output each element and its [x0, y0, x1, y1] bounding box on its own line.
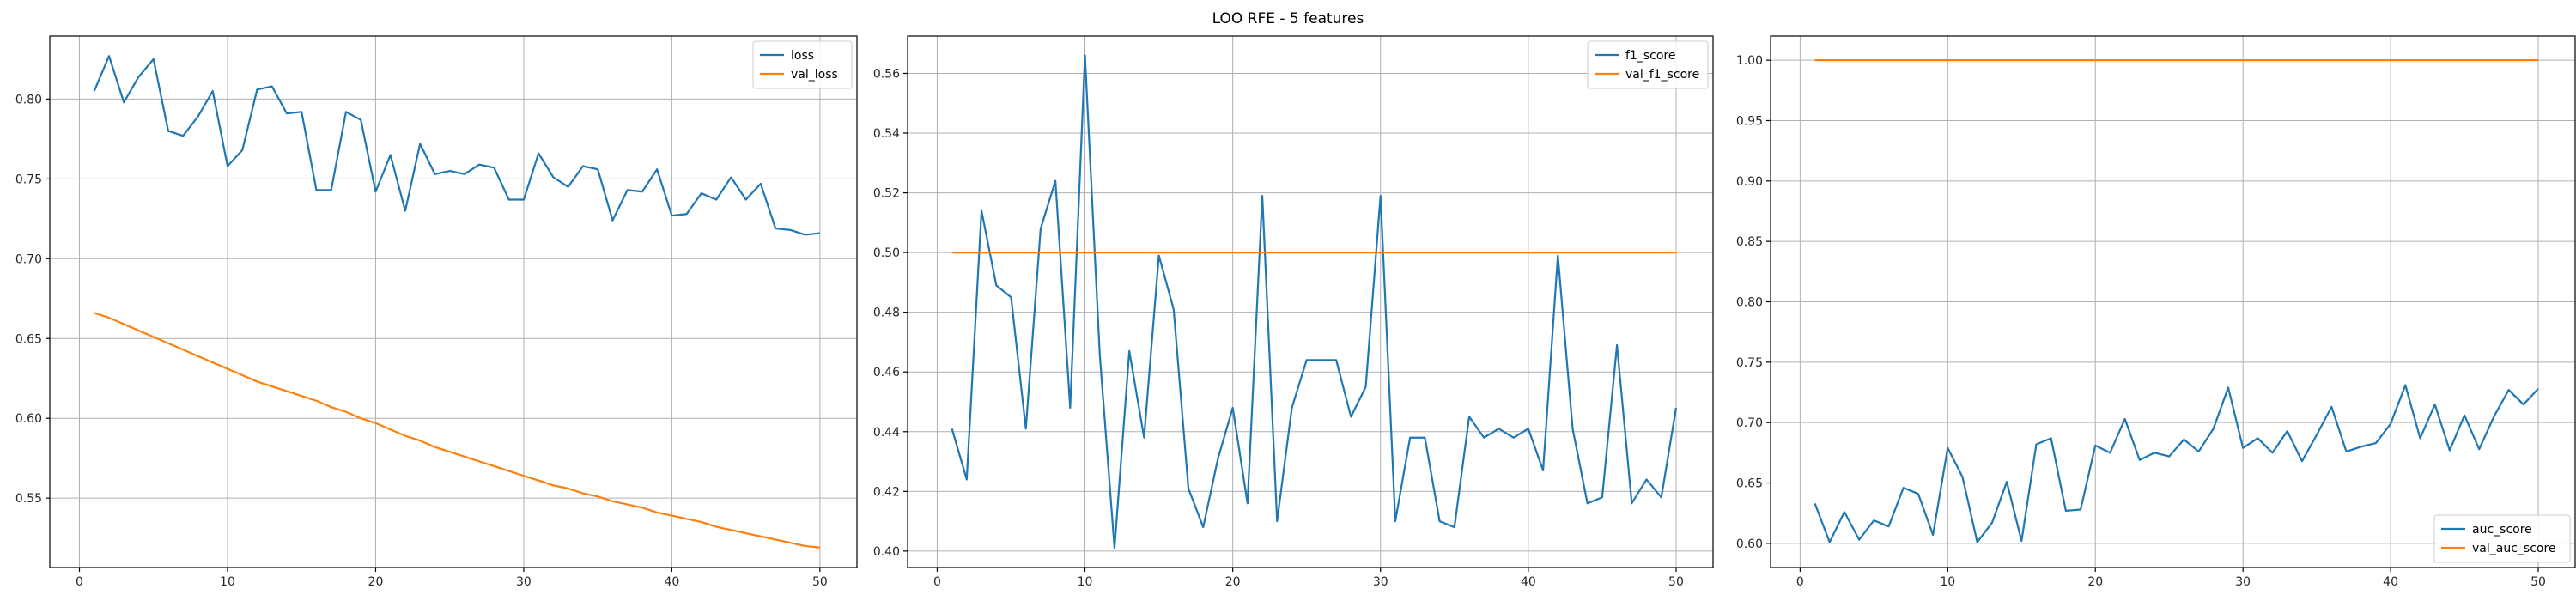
- loss-y-tick-label: 0.65: [15, 332, 42, 346]
- loss-legend-label: loss: [791, 49, 814, 63]
- auc-score-x-tick-label: 30: [2235, 575, 2251, 589]
- loss-y-tick-label: 0.60: [15, 412, 42, 426]
- loss-axes-frame: [49, 35, 858, 568]
- loss-chart: 0 10 20 30 40 50 0.55 0.60 0.65 0.70 0.75 0.80 loss v…: [15, 35, 858, 589]
- f1-score-y-tick-label: 0.54: [873, 127, 900, 141]
- auc-score-chart: 0 10 20 30 40 50 0.60 0.65 0.70 0.75 0.80 0.85 0.90 0…: [1736, 35, 2576, 589]
- loss-x-tick-label: 20: [368, 575, 384, 589]
- f1-score-y-tick-label: 0.40: [873, 545, 900, 559]
- f1-score-y-tick-label: 0.52: [873, 187, 900, 201]
- f1-score-legend-label: val_f1_score: [1625, 68, 1699, 82]
- f1-score-axes-frame: [907, 35, 1714, 568]
- loss-x-tick-label: 50: [812, 575, 828, 589]
- f1-score-y-tick-label: 0.48: [873, 307, 900, 320]
- f1-score-y-tick-label: 0.56: [873, 67, 900, 81]
- loss-y-tick-label: 0.70: [15, 252, 42, 266]
- loss-x-tick-label: 40: [664, 575, 679, 589]
- loss-legend-box: [752, 40, 853, 89]
- auc-score-legend-label: auc_score: [2472, 523, 2532, 537]
- f1-score-legend-label: f1_score: [1625, 49, 1675, 63]
- f1-score-x-tick-label: 10: [1078, 575, 1093, 589]
- loss-series-val-loss: [94, 312, 820, 549]
- auc-score-y-tick-label: 0.80: [1736, 296, 1763, 310]
- loss-x-tick-label: 0: [76, 575, 83, 589]
- loss-x-tick-label: 30: [516, 575, 532, 589]
- f1-score-legend: f1_score val_f1_score: [1587, 40, 1709, 89]
- auc-score-y-tick-label: 0.65: [1736, 477, 1763, 491]
- auc-score-y-tick-label: 0.70: [1736, 416, 1763, 430]
- auc-score-y-tick-label: 0.85: [1736, 235, 1763, 249]
- f1-score-x-tick-label: 20: [1225, 575, 1241, 589]
- loss-y-tick-label: 0.80: [15, 93, 42, 106]
- auc-score-y-tick-label: 0.90: [1736, 175, 1763, 189]
- auc-score-y-tick-label: 0.75: [1736, 356, 1763, 370]
- auc-score-series-auc-score: [1814, 384, 2539, 543]
- loss-series-loss: [93, 55, 820, 236]
- loss-legend: loss val_loss: [752, 40, 853, 89]
- auc-score-legend-box: [2433, 514, 2571, 563]
- auc-score-y-tick-label: 0.60: [1736, 537, 1763, 551]
- auc-score-x-tick-label: 40: [2383, 575, 2398, 589]
- f1-score-y-tick-label: 0.44: [873, 426, 900, 440]
- f1-score-x-tick-label: 40: [1521, 575, 1536, 589]
- auc-score-y-tick-label: 0.95: [1736, 114, 1763, 128]
- loss-x-tick-label: 10: [220, 575, 235, 589]
- auc-score-x-tick-label: 0: [1796, 575, 1804, 589]
- f1-score-x-tick-label: 0: [933, 575, 941, 589]
- loss-y-tick-label: 0.55: [15, 492, 42, 506]
- figure-title: LOO RFE - 5 features: [1212, 10, 1364, 27]
- loss-plot-area: [50, 36, 857, 568]
- f1-score-x-tick-label: 30: [1373, 575, 1388, 589]
- f1-score-y-tick-label: 0.50: [873, 246, 900, 260]
- f1-score-y-tick-label: 0.46: [873, 366, 900, 379]
- auc-score-y-tick-label: 1.00: [1736, 54, 1763, 68]
- f1-score-plot-area: [908, 36, 1713, 568]
- auc-score-legend: auc_score val_auc_score: [2433, 514, 2571, 563]
- auc-score-x-tick-label: 10: [1940, 575, 1955, 589]
- auc-score-x-tick-label: 50: [2530, 575, 2546, 589]
- f1-score-y-tick-label: 0.42: [873, 485, 900, 499]
- auc-score-legend-label: val_auc_score: [2472, 542, 2556, 555]
- f1-score-x-tick-label: 50: [1668, 575, 1684, 589]
- f1-score-series-f1-score: [951, 54, 1678, 549]
- loss-y-tick-label: 0.75: [15, 173, 42, 186]
- loss-legend-label: val_loss: [791, 68, 838, 82]
- f1-score-legend-box: [1587, 40, 1709, 89]
- auc-score-x-tick-label: 20: [2087, 575, 2103, 589]
- f1-score-chart: 0 10 20 30 40 50 0.40 0.42 0.44 0.46 0.48 0.50 0.52 0…: [873, 35, 1714, 589]
